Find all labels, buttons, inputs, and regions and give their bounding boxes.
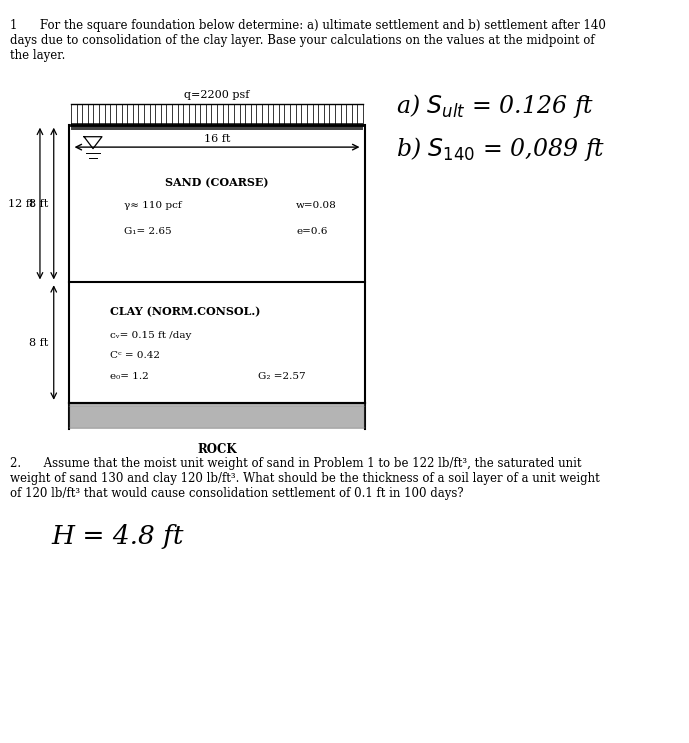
Text: 8 ft: 8 ft [29,337,48,348]
Text: cᵥ= 0.15 ft /day: cᵥ= 0.15 ft /day [110,331,192,340]
Text: Cᶜ = 0.42: Cᶜ = 0.42 [110,351,161,360]
Text: SAND (COARSE): SAND (COARSE) [165,178,269,188]
Text: w=0.08: w=0.08 [296,201,337,210]
Bar [69,403,365,429]
Text: 8 ft: 8 ft [29,198,48,209]
Text: 12 ft: 12 ft [8,198,34,209]
Text: H = 4.8 ft: H = 4.8 ft [52,524,184,549]
Text: 1      For the square foundation below determine: a) ultimate settlement and b) : 1 For the square foundation below determ… [10,19,606,62]
Text: b) $S_{140}$ = 0,089 ft: b) $S_{140}$ = 0,089 ft [396,134,606,163]
Text: e=0.6: e=0.6 [296,227,328,236]
Text: CLAY (NORM.CONSOL.): CLAY (NORM.CONSOL.) [110,306,260,317]
Bar [71,123,363,130]
Text: 2.      Assume that the moist unit weight of sand in Problem 1 to be 122 lb/ft³,: 2. Assume that the moist unit weight of … [10,457,600,500]
Text: G₂ =2.57: G₂ =2.57 [258,372,306,381]
Text: G₁= 2.65: G₁= 2.65 [124,227,172,236]
Text: e₀= 1.2: e₀= 1.2 [110,372,149,381]
Text: ROCK: ROCK [197,443,237,455]
Text: a) $S_{ult}$ = 0.126 ft: a) $S_{ult}$ = 0.126 ft [396,91,595,120]
Text: q=2200 psf: q=2200 psf [185,91,249,100]
Text: 16 ft: 16 ft [204,134,230,144]
Text: γ≈ 110 pcf: γ≈ 110 pcf [124,201,182,210]
